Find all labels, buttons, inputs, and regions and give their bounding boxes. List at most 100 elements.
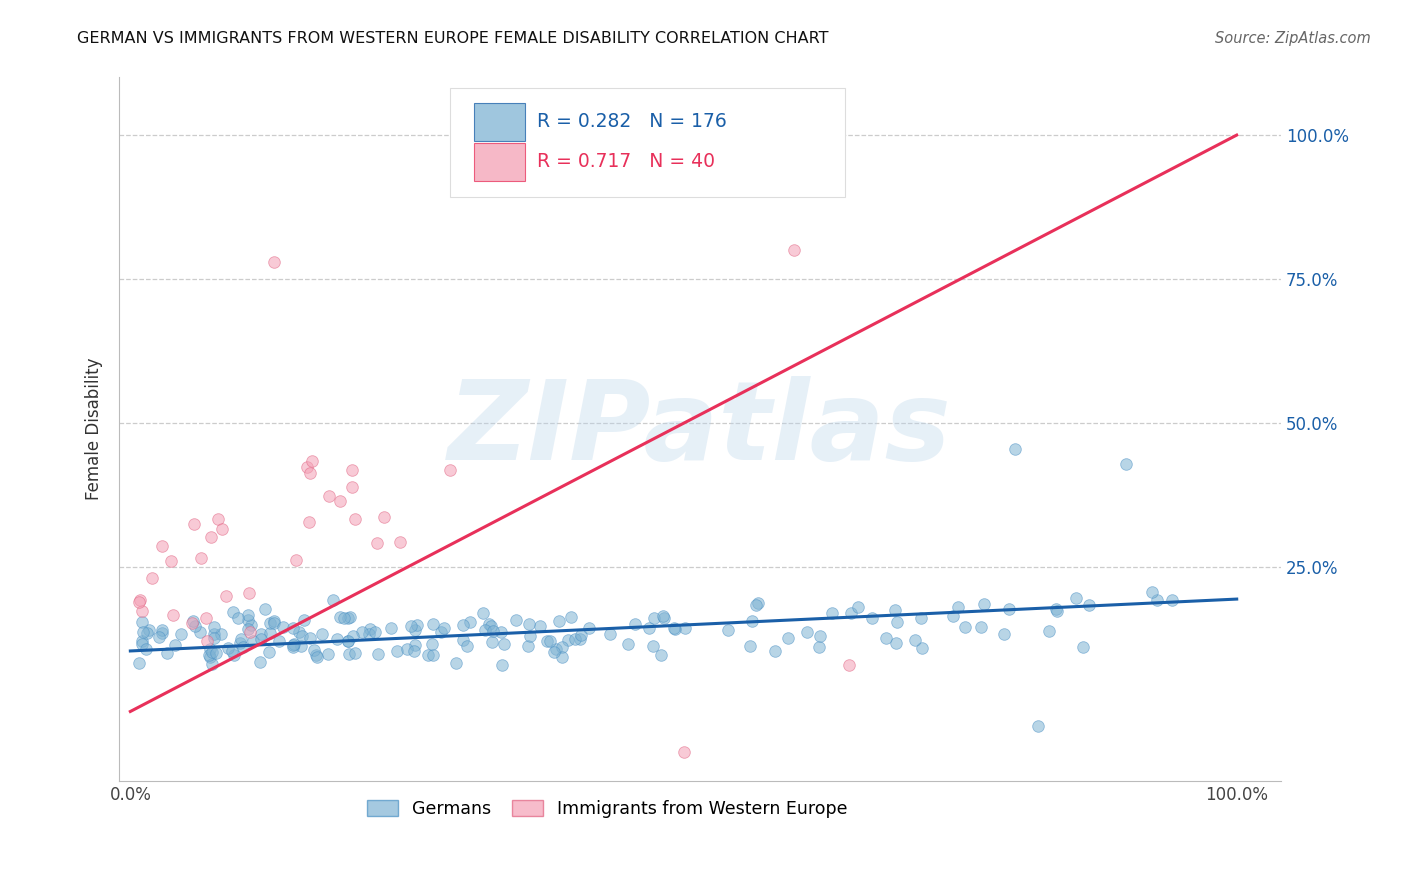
- Point: [222, 648, 245, 662]
- Point: [1161, 593, 1184, 607]
- Point: [433, 621, 456, 635]
- Point: [240, 617, 263, 632]
- Point: [249, 632, 271, 647]
- Point: [190, 551, 212, 566]
- Point: [281, 640, 304, 654]
- Point: [311, 627, 333, 641]
- Point: [993, 627, 1015, 641]
- Point: [422, 648, 444, 662]
- Point: [209, 627, 232, 641]
- Point: [741, 614, 763, 628]
- Point: [217, 640, 239, 655]
- Point: [205, 646, 228, 660]
- Point: [207, 512, 229, 526]
- Point: [738, 639, 761, 653]
- Point: [229, 636, 252, 650]
- Text: R = 0.282   N = 176: R = 0.282 N = 176: [537, 112, 727, 131]
- Point: [138, 624, 160, 638]
- Point: [200, 530, 222, 544]
- Point: [135, 625, 157, 640]
- Point: [263, 614, 285, 628]
- Point: [430, 625, 453, 640]
- Point: [259, 615, 281, 630]
- Point: [652, 611, 675, 625]
- Point: [404, 623, 426, 637]
- Point: [200, 641, 222, 656]
- Point: [337, 647, 360, 661]
- Point: [253, 602, 276, 616]
- Point: [344, 512, 367, 526]
- Point: [307, 650, 329, 665]
- Point: [1146, 593, 1168, 607]
- Point: [536, 634, 558, 648]
- Point: [238, 586, 260, 600]
- Point: [298, 632, 321, 646]
- Point: [807, 640, 830, 654]
- Point: [543, 645, 565, 659]
- Point: [569, 628, 592, 642]
- Point: [422, 616, 444, 631]
- Point: [875, 631, 897, 645]
- FancyBboxPatch shape: [474, 103, 524, 141]
- Point: [745, 599, 768, 613]
- Point: [128, 593, 150, 607]
- Point: [162, 607, 184, 622]
- Point: [478, 616, 501, 631]
- Point: [271, 620, 294, 634]
- Point: [215, 590, 238, 604]
- Point: [131, 604, 153, 618]
- Point: [222, 606, 245, 620]
- Point: [135, 642, 157, 657]
- Point: [292, 613, 315, 627]
- Point: [183, 517, 205, 532]
- Point: [305, 648, 328, 663]
- Point: [821, 606, 844, 620]
- Point: [481, 624, 503, 638]
- Point: [550, 649, 572, 664]
- Point: [340, 480, 363, 494]
- Point: [763, 644, 786, 658]
- Point: [638, 621, 661, 635]
- Point: [399, 618, 422, 632]
- Point: [359, 627, 381, 641]
- Point: [489, 624, 512, 639]
- Point: [458, 615, 481, 629]
- Point: [181, 616, 204, 631]
- Point: [211, 522, 233, 536]
- Point: [202, 632, 225, 646]
- Point: [650, 648, 672, 662]
- Point: [202, 627, 225, 641]
- Point: [198, 648, 221, 662]
- Point: [281, 638, 304, 652]
- Point: [131, 634, 153, 648]
- Point: [456, 639, 478, 653]
- Point: [481, 635, 503, 649]
- Point: [942, 608, 965, 623]
- Point: [232, 640, 254, 655]
- Text: Source: ZipAtlas.com: Source: ZipAtlas.com: [1215, 31, 1371, 46]
- Point: [643, 611, 665, 625]
- Point: [839, 607, 862, 621]
- FancyBboxPatch shape: [450, 88, 845, 197]
- Point: [332, 611, 354, 625]
- Text: R = 0.717   N = 40: R = 0.717 N = 40: [537, 153, 716, 171]
- Point: [263, 616, 285, 631]
- Point: [288, 625, 311, 640]
- Point: [156, 646, 179, 660]
- Point: [322, 593, 344, 607]
- Point: [404, 643, 426, 657]
- Point: [717, 624, 740, 638]
- Point: [336, 634, 359, 648]
- Point: [298, 515, 321, 529]
- Point: [385, 644, 408, 658]
- Point: [505, 613, 527, 627]
- Point: [946, 600, 969, 615]
- Point: [548, 614, 571, 628]
- Point: [848, 600, 870, 615]
- Point: [662, 621, 685, 635]
- Point: [367, 647, 389, 661]
- Point: [517, 616, 540, 631]
- Point: [336, 610, 359, 624]
- Text: ZIPatlas: ZIPatlas: [449, 376, 952, 483]
- Point: [239, 625, 262, 640]
